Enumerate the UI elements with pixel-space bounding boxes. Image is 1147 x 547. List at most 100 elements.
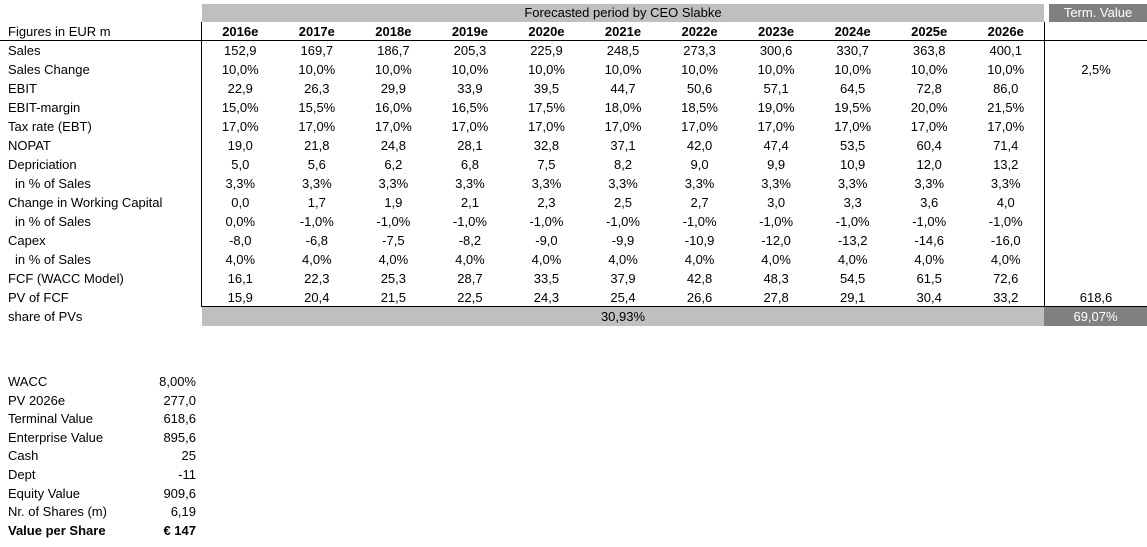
cell: 4,0% <box>914 252 945 267</box>
cell: 9,9 <box>767 157 786 172</box>
terminal-column-cell <box>1044 41 1147 60</box>
cell: 25,3 <box>380 271 407 286</box>
table-header-row: Forecasted period by CEO Slabke Term. Val… <box>0 4 1147 22</box>
summary-value: 8,00% <box>159 374 196 389</box>
row-label: EBIT-margin <box>0 98 202 117</box>
cell: 86,0 <box>993 81 1019 96</box>
table-row: Tax rate (EBT) 17,0% 17,0% 17,0% 17,0% 17,0% 1… <box>0 117 1147 136</box>
cell: 225,9 <box>530 43 563 58</box>
cell: 32,8 <box>533 138 560 153</box>
cell: 1,9 <box>384 195 403 210</box>
summary-row: Enterprise Value 895,6 <box>0 429 196 448</box>
cell: 205,3 <box>453 43 487 58</box>
cell: 19,0 <box>227 138 253 153</box>
cell: 17,0% <box>757 119 795 134</box>
cell: 3,3 <box>843 195 862 210</box>
cell: 33,9 <box>457 81 483 96</box>
cell: 29,1 <box>814 288 891 307</box>
summary-label: Terminal Value <box>8 411 94 427</box>
cell: -1,0% <box>452 214 487 229</box>
row-label: Sales Change <box>0 60 202 79</box>
cell: 4,0% <box>455 252 485 267</box>
cell: -8,2 <box>458 233 482 248</box>
cell: 4,0% <box>531 252 562 267</box>
cell: 24,8 <box>380 138 407 153</box>
year-header: 2026e <box>987 24 1024 39</box>
year-header: 2024e <box>834 24 871 39</box>
cell: 64,5 <box>839 81 866 96</box>
summary-label: PV 2026e <box>8 392 66 408</box>
terminal-column-cell <box>1044 269 1147 288</box>
cell: 72,6 <box>993 271 1019 286</box>
cell: 17,0% <box>374 119 412 134</box>
summary-label: Equity Value <box>8 485 81 501</box>
summary-value: € 147 <box>163 522 196 538</box>
table-row: Change in Working Capital 0,0 1,7 1,9 2,1 2,3… <box>0 193 1147 212</box>
summary-row: Dept -11 <box>0 466 196 485</box>
cell: 5,0 <box>231 157 250 172</box>
table-row: Sales 152,9 169,7 186,7 205,3 225,9 248,5 273,3… <box>0 41 1147 60</box>
cell: 33,5 <box>533 271 560 286</box>
summary-row: PV 2026e 277,0 <box>0 392 196 411</box>
share-of-pvs-terminal-value: 69,07% <box>1044 307 1147 326</box>
cell: -7,5 <box>382 233 405 248</box>
cell: 42,0 <box>686 138 713 153</box>
cell: 19,0% <box>757 100 795 115</box>
cell: 39,5 <box>533 81 560 96</box>
cell: 3,3% <box>225 176 256 191</box>
terminal-column-cell <box>1044 136 1147 155</box>
row-label: PV of FCF <box>0 288 202 307</box>
table-row: EBIT 22,9 26,3 29,9 33,9 39,5 44,7 50,6 57,1 64,5… <box>0 79 1147 98</box>
cell: 400,1 <box>989 43 1023 58</box>
cell: -1,0% <box>299 214 334 229</box>
cell: 57,1 <box>763 81 789 96</box>
cell: 20,0% <box>910 100 948 115</box>
share-of-pvs-forecast-value: 30,93% <box>600 309 646 324</box>
cell: 10,0% <box>221 62 259 77</box>
terminal-column-cell <box>1044 212 1147 231</box>
cell: 17,0% <box>451 119 489 134</box>
summary-value: 618,6 <box>163 411 196 427</box>
cell: 16,1 <box>227 271 253 286</box>
cell: 2,3 <box>537 195 556 210</box>
cell: 16,5% <box>451 100 489 115</box>
cell: 10,0% <box>374 62 412 77</box>
summary-label: WACC <box>8 374 48 389</box>
cell: 300,6 <box>759 43 793 58</box>
cell: 33,2 <box>967 288 1045 307</box>
cell: 152,9 <box>224 43 257 58</box>
cell: 22,5 <box>431 288 509 307</box>
terminal-column-cell <box>1044 98 1147 117</box>
cell: 17,0% <box>298 119 336 134</box>
cell: 30,4 <box>890 288 968 307</box>
summary-row: Cash 25 <box>0 447 196 466</box>
cell: 10,0% <box>681 62 718 77</box>
cell: -1,0% <box>835 214 870 229</box>
cell: 169,7 <box>300 43 334 58</box>
forecast-table: Forecasted period by CEO Slabke Term. Val… <box>0 4 1147 326</box>
cell: -1,0% <box>376 214 411 229</box>
cell: 2,5 <box>613 195 633 210</box>
summary-row: WACC 8,00% <box>0 373 196 392</box>
cell: 3,3% <box>990 176 1021 191</box>
table-row: EBIT-margin 15,0% 15,5% 16,0% 16,5% 17,5% 18,0… <box>0 98 1147 117</box>
cell: 5,6 <box>307 157 326 172</box>
cell: 363,8 <box>912 43 946 58</box>
cell: 18,0% <box>604 100 642 115</box>
cell: 27,8 <box>737 288 815 307</box>
cell: 3,6 <box>920 195 939 210</box>
summary-row: Equity Value 909,6 <box>0 485 196 504</box>
terminal-column-cell <box>1044 79 1147 98</box>
table-row: in % of Sales 4,0% 4,0% 4,0% 4,0% 4,0% 4,0% 4,0… <box>0 250 1147 269</box>
cell: 54,5 <box>839 271 866 286</box>
cell: 4,0% <box>837 252 868 267</box>
terminal-column-cell <box>1044 231 1147 250</box>
cell: -8,0 <box>229 233 252 248</box>
summary-label: Cash <box>8 448 39 464</box>
cell: 10,0% <box>834 62 872 77</box>
row-label: in % of Sales <box>0 250 202 269</box>
cell: -9,0 <box>535 233 558 248</box>
terminal-column-cell <box>1044 174 1147 193</box>
year-header: 2018e <box>375 24 412 39</box>
row-label: share of PVs <box>8 309 83 324</box>
